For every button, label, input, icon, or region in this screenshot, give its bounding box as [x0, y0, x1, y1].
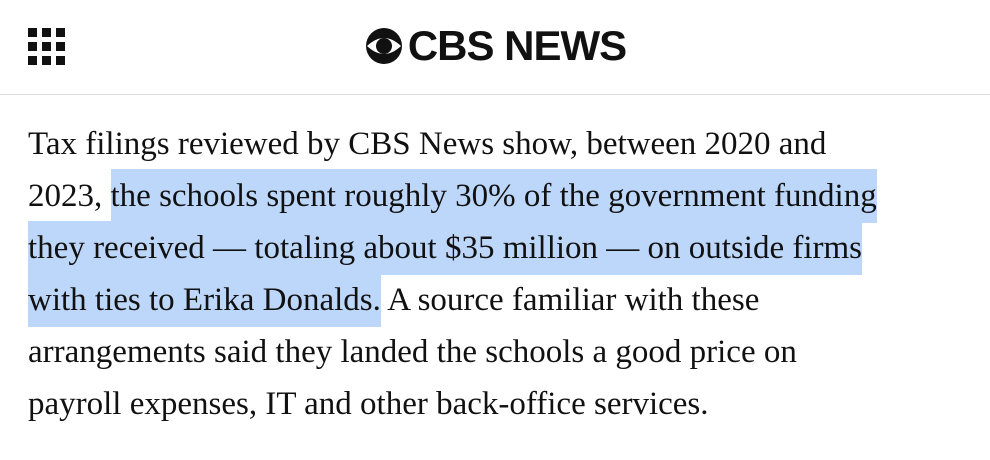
logo-text: CBS NEWS	[407, 22, 627, 69]
article-paragraph: Tax filings reviewed by CBS News show, b…	[28, 118, 877, 430]
site-header: CBS NEWS	[0, 0, 990, 95]
highlighted-text: they received — totaling about $35 milli…	[28, 221, 863, 275]
text-line: they received — totaling about $35 milli…	[28, 221, 877, 275]
text-line: payroll expenses, IT and other back-offi…	[28, 378, 877, 430]
text-line: arrangements said they landed the school…	[28, 326, 877, 378]
highlighted-text: with ties to Erika Donalds.	[28, 273, 381, 327]
text: payroll expenses, IT and other back-offi…	[28, 386, 709, 422]
text: arrangements said they landed the school…	[28, 334, 797, 370]
highlighted-text: the schools spent roughly 30% of the gov…	[110, 169, 877, 223]
cbs-eye	[365, 28, 402, 64]
text: Tax filings reviewed by CBS News show, b…	[28, 126, 827, 162]
text-line: with ties to Erika Donalds. A source fam…	[28, 273, 877, 327]
text: 2023,	[28, 178, 111, 214]
text: A source familiar with these	[380, 282, 760, 318]
menu-icon[interactable]	[28, 28, 66, 66]
logo[interactable]: CBS NEWS	[0, 22, 990, 70]
text-line: 2023, the schools spent roughly 30% of t…	[28, 169, 877, 223]
text-line: Tax filings reviewed by CBS News show, b…	[28, 118, 877, 170]
